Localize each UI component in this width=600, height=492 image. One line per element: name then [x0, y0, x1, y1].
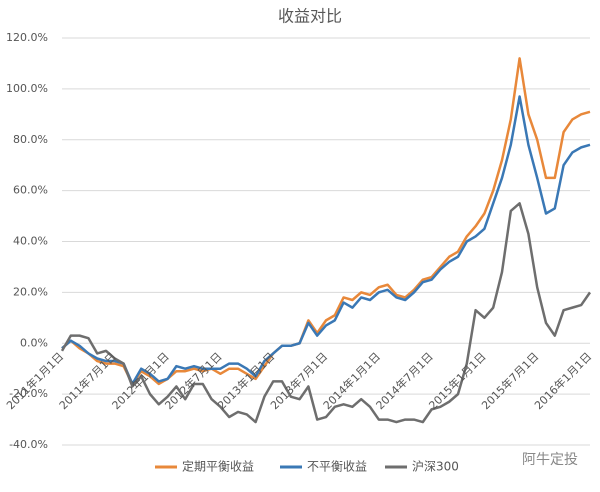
y-tick-label: 20.0% — [13, 285, 48, 298]
series-line — [60, 202, 592, 424]
legend-label: 定期平衡收益 — [182, 459, 254, 474]
y-tick-label: -20.0% — [9, 387, 48, 400]
y-tick-label: 60.0% — [13, 184, 48, 197]
legend-label: 沪深300 — [412, 460, 459, 474]
y-tick-label: 0.0% — [20, 336, 48, 349]
y-tick-label: 100.0% — [6, 82, 48, 95]
series-line — [61, 57, 591, 386]
watermark: 阿牛定投 — [522, 452, 578, 468]
y-tick-label: 40.0% — [13, 235, 48, 248]
y-tick-label: 120.0% — [6, 31, 48, 44]
chart-title: 收益对比 — [278, 7, 342, 26]
legend-label: 不平衡收益 — [307, 460, 367, 474]
series-line — [61, 95, 591, 386]
y-tick-label: -40.0% — [9, 438, 48, 451]
y-tick-label: 80.0% — [13, 133, 48, 146]
